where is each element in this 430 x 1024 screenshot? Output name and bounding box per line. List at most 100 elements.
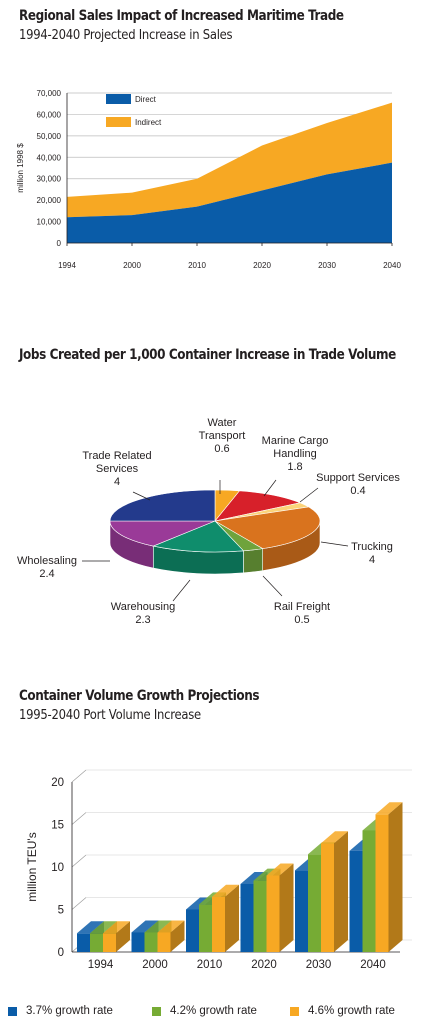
y-tick-label: 40,000: [37, 153, 62, 162]
pie-side-wall: [243, 548, 263, 574]
bar: [90, 933, 103, 952]
grid-diagonal: [71, 854, 87, 868]
bar: [144, 932, 158, 952]
y-tick-label: 30,000: [37, 175, 62, 184]
legend-label: 3.7% growth rate: [26, 1005, 113, 1017]
pie-leader-line: [263, 479, 277, 497]
pie-label: Rail Freight 0.5: [274, 601, 330, 626]
y-tick-label: 5: [58, 905, 64, 917]
pie-slice: [109, 520, 216, 547]
bar: [308, 854, 321, 952]
bar-chart-legend: 3.7% growth rate 4.2% growth rate 4.6% g…: [0, 1005, 430, 1021]
pie-slice: [214, 490, 301, 522]
bar: [295, 870, 308, 952]
bar-chart-subtitle: 1995-2040 Port Volume Increase: [19, 707, 201, 723]
pie-label: Trucking 4: [351, 541, 393, 566]
y-tick-label: 70,000: [37, 89, 62, 98]
bar: [157, 932, 171, 952]
bar-top: [375, 802, 403, 815]
pie-label: Support Services 0.4: [316, 472, 400, 497]
container-bar-chart: 0 5 10 15 20 million TEU's 1994 2000 2010 2020 203…: [25, 769, 412, 971]
grid-diagonal: [71, 812, 87, 825]
bar-side: [225, 884, 239, 952]
x-tick-label: 1994: [88, 959, 114, 971]
sales-area-chart: 0 10,000 20,000 30,000 40,000 50,000 60,000 70,…: [16, 89, 401, 270]
direct-area: [67, 162, 392, 243]
legend-item-3-7: 3.7% growth rate: [8, 1005, 113, 1017]
pie-label: Warehousing 2.3: [111, 601, 175, 626]
legend-label: Indirect: [135, 118, 162, 127]
bar-top: [103, 921, 130, 934]
x-tick-label: 2030: [306, 959, 332, 971]
legend-item-4-2: 4.2% growth rate: [152, 1005, 257, 1017]
x-tick-label: 2000: [123, 261, 141, 270]
x-tick-label: 2040: [383, 261, 401, 270]
grid-diagonal: [71, 897, 87, 910]
bar-top: [90, 921, 117, 934]
x-tick-label: 2030: [318, 261, 336, 270]
pie-leader-line: [132, 491, 151, 501]
grid-diagonal: [71, 769, 87, 783]
bar-side: [279, 863, 294, 952]
y-tick-label: 0: [57, 239, 62, 248]
legend-swatch: [152, 1006, 161, 1016]
bar-side: [334, 831, 348, 952]
pie-slice: [214, 506, 321, 549]
bar: [131, 932, 145, 952]
y-tick-label: 10: [51, 862, 64, 874]
y-tick-label: 50,000: [37, 132, 62, 141]
y-tick-label: 20: [51, 777, 64, 789]
y-tick-label: 20,000: [37, 196, 62, 205]
bar: [375, 814, 389, 952]
y-tick-label: 60,000: [37, 110, 62, 119]
legend-item-4-6: 4.6% growth rate: [290, 1005, 395, 1017]
pie-leader-line: [320, 541, 349, 547]
bar-top: [157, 920, 185, 933]
y-axis-label: million 1998 $: [16, 143, 25, 193]
bar: [321, 843, 334, 952]
pie-leader-line: [262, 575, 283, 597]
x-tick-label: 2010: [188, 261, 206, 270]
legend-label: 4.2% growth rate: [170, 1005, 257, 1017]
area-chart-title: Regional Sales Impact of Increased Marit…: [19, 8, 344, 24]
bar-top: [321, 831, 348, 844]
bar-side: [388, 802, 403, 952]
pie-label: Wholesaling 2.4: [17, 555, 77, 580]
bar-top: [131, 920, 159, 933]
bar: [266, 875, 280, 952]
bar-top: [77, 921, 104, 934]
x-tick-label: 2010: [197, 959, 223, 971]
bar: [77, 933, 90, 952]
bar: [186, 909, 199, 952]
indirect-area: [67, 102, 392, 218]
legend-swatch: [8, 1006, 17, 1016]
bar: [349, 850, 363, 952]
bar: [103, 933, 116, 952]
y-tick-label: 10,000: [37, 218, 62, 227]
legend-label: Direct: [135, 95, 157, 104]
bar: [253, 880, 267, 952]
pie-slice: [152, 520, 245, 553]
legend-swatch: [106, 117, 131, 127]
bar-chart-title: Container Volume Growth Projections: [19, 688, 260, 704]
area-chart-subtitle: 1994-2040 Projected Increase in Sales: [19, 27, 233, 43]
pie-label: Trade Related Services 4: [82, 450, 151, 488]
bar: [240, 884, 254, 952]
x-tick-label: 2000: [142, 959, 168, 971]
bar: [199, 904, 212, 952]
pie-leader-line: [172, 579, 191, 602]
legend-label: 4.6% growth rate: [308, 1005, 395, 1017]
x-tick-label: 2020: [253, 261, 271, 270]
jobs-pie-chart: Water Transport 0.6 Marine Cargo Handling 1.8…: [17, 417, 400, 626]
x-tick-label: 2040: [360, 959, 386, 971]
legend-swatch: [106, 94, 131, 104]
y-tick-label: 15: [51, 820, 64, 832]
y-axis-label: million TEU's: [25, 832, 39, 901]
pie-label: Marine Cargo Handling 1.8: [262, 435, 329, 473]
bar: [362, 830, 376, 952]
pie-label: Water Transport 0.6: [199, 417, 246, 455]
bar-top: [212, 884, 239, 897]
pie-chart-title: Jobs Created per 1,000 Container Increas…: [19, 347, 396, 363]
y-tick-label: 0: [58, 947, 64, 959]
bar-top: [266, 863, 294, 876]
